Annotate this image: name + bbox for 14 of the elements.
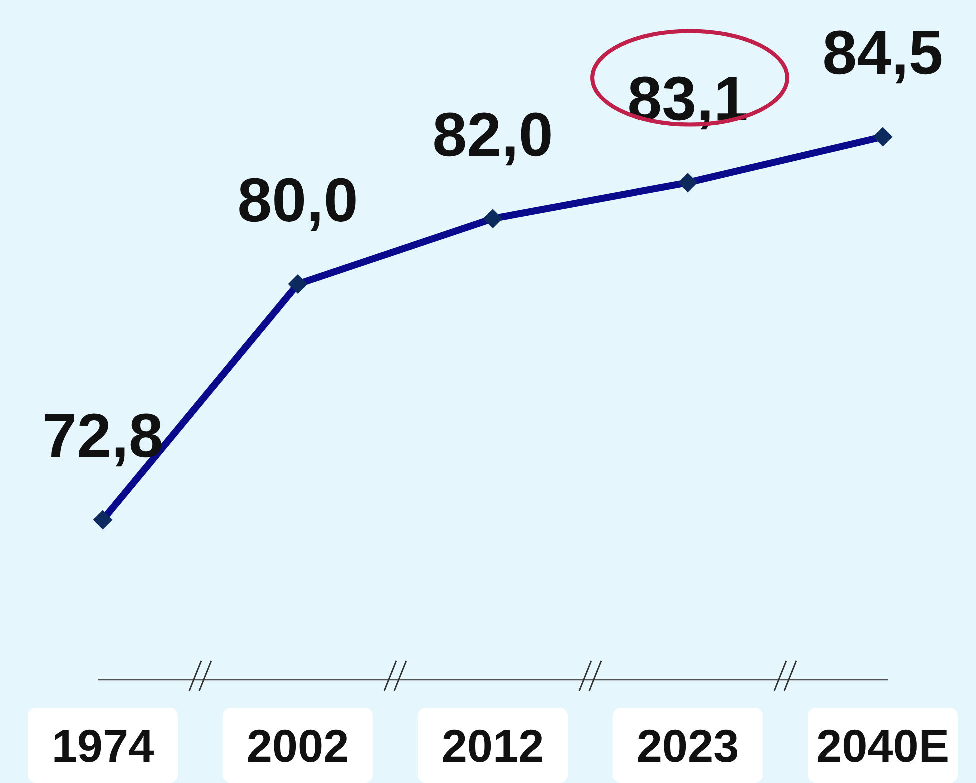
data-label: 82,0 xyxy=(432,100,554,170)
x-tick-label: 2002 xyxy=(246,720,350,772)
point xyxy=(93,510,113,530)
x-tick-label: 2040E xyxy=(816,720,950,772)
x-tick-label: 2012 xyxy=(442,720,544,772)
data-label: 80,0 xyxy=(238,166,358,236)
data-label: 72,8 xyxy=(42,402,164,471)
data-label: 84,5 xyxy=(822,19,944,88)
x-tick-label: 1974 xyxy=(52,720,155,772)
point xyxy=(873,127,893,147)
point xyxy=(678,173,698,193)
point xyxy=(483,209,503,229)
point xyxy=(288,274,308,294)
x-tick-label: 2023 xyxy=(636,720,740,772)
